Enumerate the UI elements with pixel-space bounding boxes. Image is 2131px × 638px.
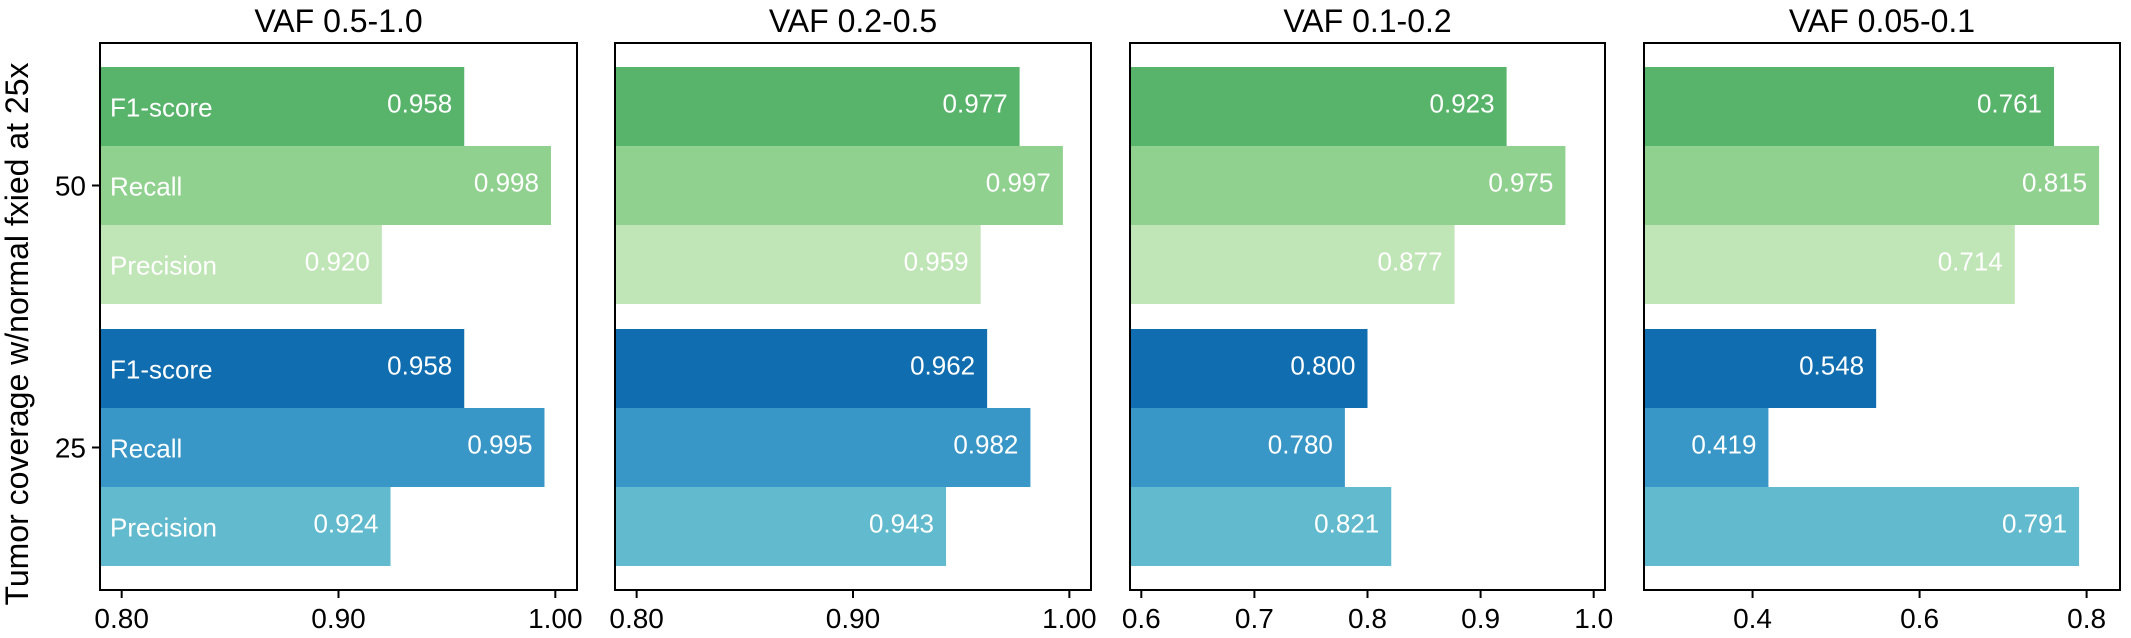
bar-value-label: 0.821 (1314, 509, 1379, 539)
panel-3: 0.923 0.975 0.877 0.800 0.780 0.821 VAF 0.1-0.… (1122, 3, 1613, 634)
bar-50-f1-score (100, 67, 465, 146)
bar-25-precision (615, 487, 947, 566)
bar-50-precision (615, 225, 981, 304)
bar-value-label: 0.877 (1378, 247, 1443, 277)
x-tick-label: 0.8 (1348, 603, 1387, 633)
bar-50-recall (1130, 146, 1566, 225)
bar-50-f1-score (1130, 67, 1507, 146)
bar-25-f1-score (1130, 329, 1368, 408)
x-tick-label: 0.6 (1900, 603, 1939, 633)
bar-value-label: 0.923 (1430, 89, 1495, 119)
panel-2: 0.977 0.997 0.959 0.962 0.982 0.943 VAF 0.2-0.… (609, 3, 1097, 634)
bar-value-label: 0.791 (2002, 509, 2067, 539)
metric-label: Recall (110, 434, 182, 464)
x-tick-label: 0.8 (2067, 603, 2106, 633)
x-tick-label: 1.00 (528, 603, 583, 633)
bar-value-label: 0.924 (313, 509, 378, 539)
bar-value-label: 0.800 (1290, 351, 1355, 381)
bar-25-f1-score (1644, 329, 1877, 408)
bar-value-label: 0.958 (387, 89, 452, 119)
x-tick-label: 0.80 (609, 603, 664, 633)
bar-50-precision (100, 225, 382, 304)
bar-50-precision (1130, 225, 1455, 304)
panel-1: 0.958 F1-score 0.998 Recall 0.920 Precision 0.… (55, 3, 583, 634)
bar-25-f1-score (615, 329, 988, 408)
bar-50-recall (100, 146, 551, 225)
bar-value-label: 0.943 (869, 509, 934, 539)
metric-label: F1-score (110, 93, 213, 123)
bar-25-precision (100, 487, 391, 566)
bar-50-recall (1644, 146, 2100, 225)
bar-value-label: 0.982 (953, 430, 1018, 460)
bar-value-label: 0.815 (2022, 168, 2087, 198)
bar-50-recall (615, 146, 1063, 225)
metric-label: F1-score (110, 355, 213, 385)
panel-title: VAF 0.2-0.5 (769, 3, 937, 39)
panel-title: VAF 0.05-0.1 (1789, 3, 1975, 39)
y-tick-label: 50 (55, 171, 86, 202)
panel-4: 0.761 0.815 0.714 0.548 0.419 0.791 VAF 0.05-0… (1643, 3, 2121, 634)
bar-value-label: 0.920 (305, 247, 370, 277)
x-tick-label: 0.80 (94, 603, 149, 633)
panel-frame (1643, 42, 2121, 591)
bar-25-precision (1130, 487, 1392, 566)
x-tick-label: 0.6 (1122, 603, 1161, 633)
bar-value-label: 0.714 (1938, 247, 2003, 277)
bar-25-precision (1644, 487, 2080, 566)
x-tick-label: 1.00 (1042, 603, 1097, 633)
bar-25-recall (615, 408, 1031, 487)
bar-value-label: 0.761 (1977, 89, 2042, 119)
bar-25-f1-score (100, 329, 465, 408)
bar-value-label: 0.958 (387, 351, 452, 381)
bar-50-precision (1644, 225, 2015, 304)
y-tick-label: 25 (55, 433, 86, 464)
panel-title: VAF 0.5-1.0 (254, 3, 422, 39)
bar-25-recall (100, 408, 545, 487)
bar-value-label: 0.995 (467, 430, 532, 460)
bar-value-label: 0.959 (904, 247, 969, 277)
bar-value-label: 0.780 (1268, 430, 1333, 460)
metric-label: Recall (110, 172, 182, 202)
x-tick-label: 0.9 (1461, 603, 1500, 633)
x-tick-label: 0.90 (311, 603, 366, 633)
bar-value-label: 0.419 (1691, 430, 1756, 460)
bar-25-recall (1644, 408, 1769, 487)
x-tick-label: 0.90 (826, 603, 881, 633)
bar-value-label: 0.997 (986, 168, 1051, 198)
y-axis-label: Tumor coverage w/normal fxied at 25x (0, 62, 35, 605)
bar-25-recall (1130, 408, 1345, 487)
bar-value-label: 0.998 (474, 168, 539, 198)
metric-label: Precision (110, 513, 217, 543)
x-tick-label: 0.4 (1733, 603, 1772, 633)
x-tick-label: 0.7 (1235, 603, 1274, 633)
bar-value-label: 0.975 (1488, 168, 1553, 198)
x-tick-label: 1.0 (1574, 603, 1613, 633)
bar-50-f1-score (1644, 67, 2055, 146)
bar-50-f1-score (615, 67, 1020, 146)
bar-value-label: 0.548 (1799, 351, 1864, 381)
bar-value-label: 0.962 (910, 351, 975, 381)
metric-label: Precision (110, 251, 217, 281)
bar-value-label: 0.977 (943, 89, 1008, 119)
panel-title: VAF 0.1-0.2 (1283, 3, 1451, 39)
